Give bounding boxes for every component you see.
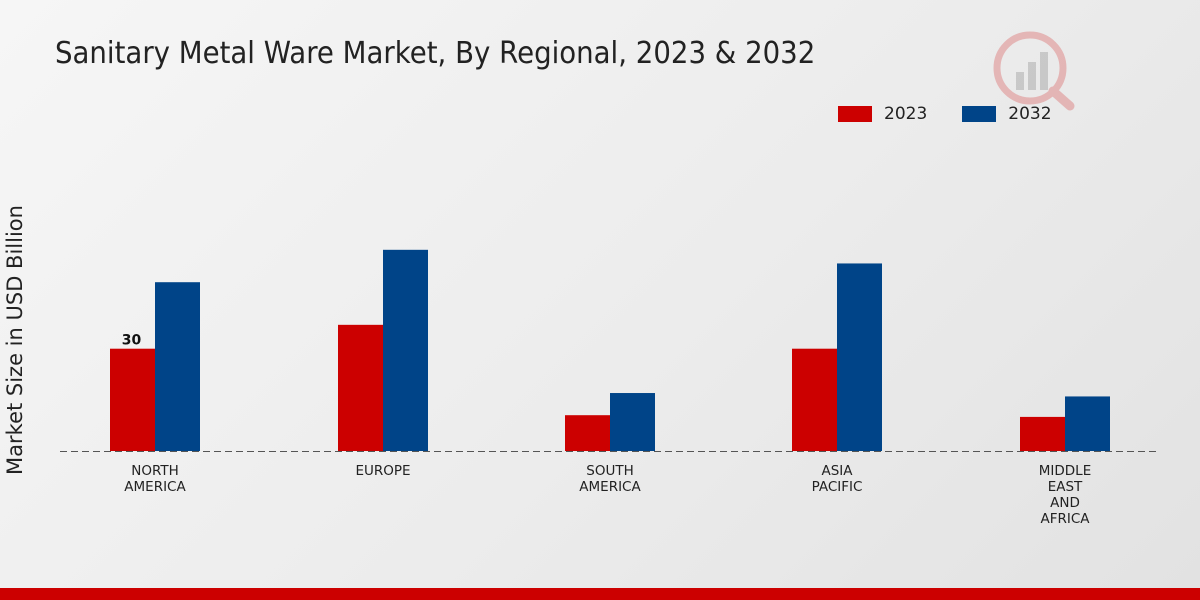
bottom-accent-bar bbox=[0, 588, 1200, 600]
x-tick-label-south-america: SOUTH AMERICA bbox=[579, 463, 641, 495]
x-tick-label-asia-pacific: ASIA PACIFIC bbox=[812, 463, 863, 495]
legend-label-2023: 2023 bbox=[884, 104, 928, 124]
x-tick-label-north-america: NORTH AMERICA bbox=[124, 463, 186, 495]
legend-item-2023: 2023 bbox=[838, 104, 927, 124]
bar-2032-south-america bbox=[610, 393, 655, 451]
watermark-logo-icon bbox=[993, 31, 1075, 111]
bar-2032-europe bbox=[383, 249, 428, 451]
bar-2023-south-america bbox=[565, 415, 610, 451]
chart-title: Sanitary Metal Ware Market, By Regional,… bbox=[55, 36, 816, 71]
x-tick-label-europe: EUROPE bbox=[355, 463, 410, 479]
chart-legend: 2023 2032 bbox=[838, 104, 1087, 124]
bar-2032-north-america bbox=[155, 282, 200, 451]
legend-label-2032: 2032 bbox=[1008, 104, 1052, 124]
legend-item-2032: 2032 bbox=[962, 104, 1052, 124]
legend-swatch-2032 bbox=[962, 106, 997, 122]
bar-2032-middle-east-and-africa bbox=[1065, 396, 1110, 451]
x-tick-label-middle-east-and-africa: MIDDLE EAST AND AFRICA bbox=[1039, 463, 1091, 527]
bar-2023-middle-east-and-africa bbox=[1020, 416, 1065, 451]
bar-2032-asia-pacific bbox=[837, 263, 882, 451]
data-label-2023-north-america: 30 bbox=[122, 333, 142, 349]
legend-swatch-2023 bbox=[838, 106, 872, 122]
bar-2023-asia-pacific bbox=[792, 348, 837, 451]
bar-2023-europe bbox=[338, 324, 383, 451]
bar-2023-north-america bbox=[110, 348, 155, 451]
